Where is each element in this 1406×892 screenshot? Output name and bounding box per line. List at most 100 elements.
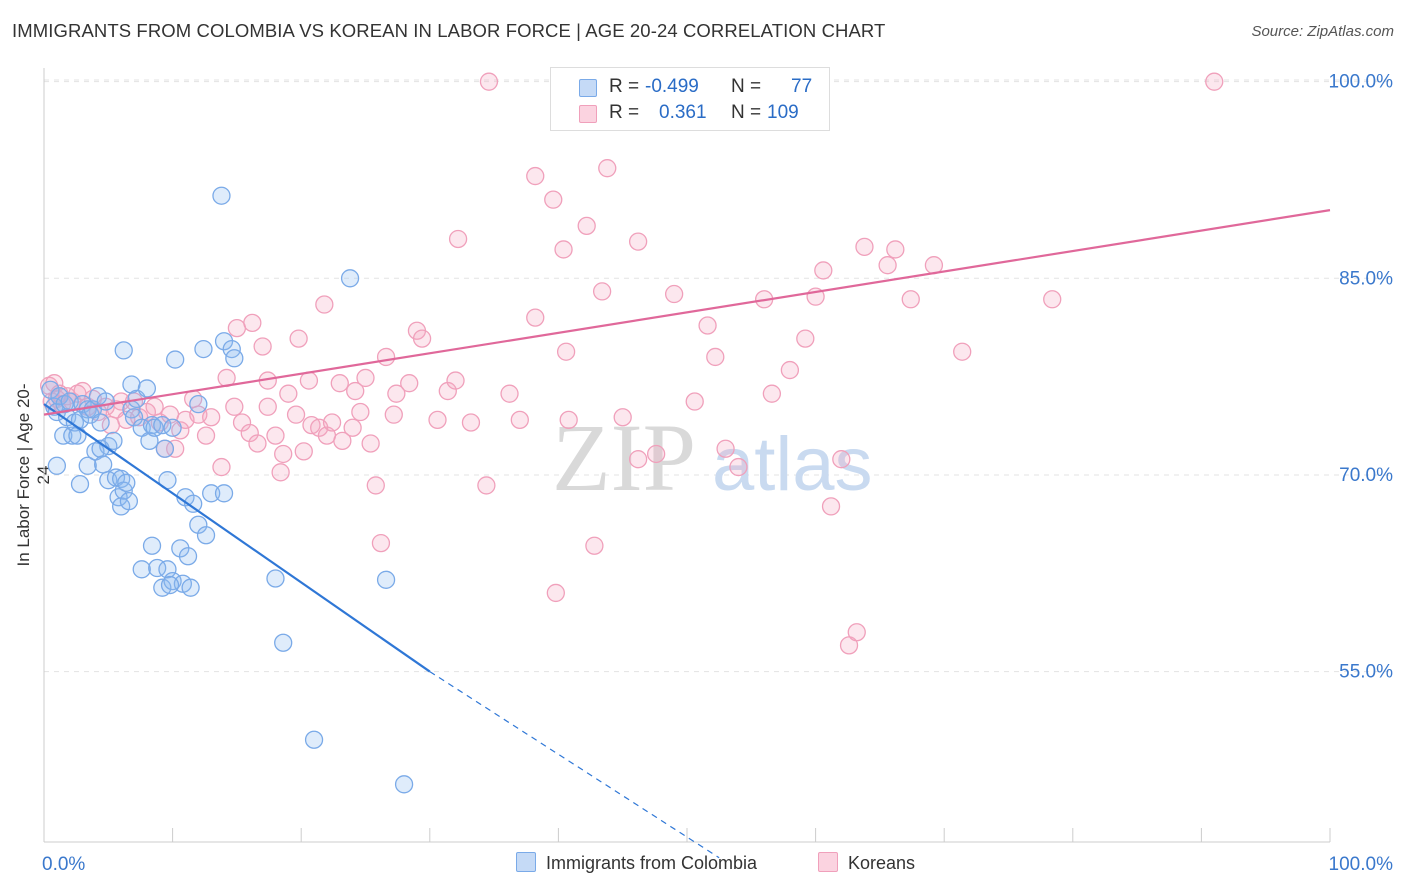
watermark-atlas: atlas	[712, 422, 873, 507]
point-korean	[243, 313, 262, 333]
correlation-legend: R = -0.499 N = 77 R = 0.361 N = 109	[550, 67, 830, 131]
point-colombia	[214, 484, 234, 503]
point-korean	[343, 418, 362, 437]
point-korean	[448, 229, 468, 249]
data-points	[39, 72, 1224, 794]
trend-line-koreans	[43, 209, 1331, 416]
point-korean	[266, 426, 285, 445]
point-korean	[248, 434, 267, 453]
point-korean	[685, 392, 704, 411]
bottom-legend-label: Koreans	[848, 853, 916, 873]
point-korean	[814, 261, 833, 280]
point-korean	[847, 623, 866, 642]
trend-line-colombia-extension	[429, 671, 720, 859]
point-colombia	[166, 350, 185, 369]
point-korean	[351, 402, 370, 422]
point-korean	[901, 290, 920, 309]
point-korean	[371, 533, 391, 553]
point-korean	[346, 381, 365, 401]
chart-title: IMMIGRANTS FROM COLOMBIA VS KOREAN IN LA…	[12, 20, 886, 41]
point-korean	[253, 337, 272, 356]
point-korean	[286, 405, 306, 424]
legend-n-value: 109	[767, 102, 799, 123]
y-tick-label: 100.0%	[1329, 72, 1394, 93]
point-korean	[556, 342, 576, 361]
point-korean	[384, 405, 403, 424]
point-korean	[780, 360, 800, 380]
point-korean	[330, 374, 349, 393]
point-colombia	[132, 560, 151, 579]
point-korean	[322, 413, 342, 432]
y-tick-label: 85.0%	[1339, 268, 1393, 289]
point-korean	[361, 434, 380, 453]
trend-line-colombia	[43, 403, 431, 673]
y-tick-label: 55.0%	[1339, 662, 1393, 683]
point-korean	[526, 166, 545, 186]
point-korean	[664, 284, 684, 304]
point-korean	[289, 329, 308, 348]
point-colombia	[41, 380, 60, 399]
point-colombia	[189, 395, 208, 414]
point-colombia	[158, 560, 177, 579]
legend-n-label: N =	[731, 76, 762, 97]
point-colombia	[119, 492, 139, 511]
point-korean	[196, 426, 216, 445]
point-korean	[559, 410, 578, 430]
point-korean	[546, 583, 565, 603]
point-korean	[227, 318, 247, 338]
point-korean	[274, 444, 293, 464]
point-korean	[613, 408, 632, 427]
point-korean	[145, 397, 164, 416]
point-korean	[202, 408, 221, 427]
bottom-legend-label: Immigrants from Colombia	[546, 853, 758, 873]
point-korean	[428, 410, 447, 430]
watermark-zip: ZIP	[552, 404, 696, 511]
point-colombia	[68, 426, 87, 445]
point-colombia	[142, 415, 162, 435]
point-korean	[166, 439, 185, 458]
point-korean	[953, 342, 972, 361]
point-korean	[279, 384, 298, 403]
bottom-swatch-colombia	[516, 852, 536, 872]
point-korean	[554, 240, 573, 259]
point-colombia	[114, 341, 133, 360]
watermark: ZIP atlas	[552, 404, 873, 511]
point-colombia	[142, 536, 162, 555]
point-colombia	[394, 775, 414, 794]
point-korean	[333, 431, 352, 451]
legend-swatch-koreans	[579, 105, 597, 123]
point-colombia	[196, 526, 216, 545]
point-korean	[592, 282, 612, 301]
point-korean	[796, 329, 815, 348]
point-colombia	[376, 570, 396, 589]
legend-row-colombia: R = -0.499 N = 77	[551, 76, 829, 102]
point-korean	[315, 295, 334, 314]
legend-row-koreans: R = 0.361 N = 109	[551, 102, 829, 128]
point-korean	[577, 216, 596, 236]
point-korean	[299, 371, 319, 390]
point-colombia	[163, 418, 182, 437]
point-colombia	[91, 413, 110, 432]
point-korean	[855, 237, 874, 256]
point-colombia	[104, 431, 123, 451]
point-korean	[1043, 290, 1062, 309]
x-tick-label: 100.0%	[1329, 854, 1394, 875]
point-korean	[225, 397, 244, 416]
point-colombia	[160, 575, 180, 595]
point-korean	[698, 316, 717, 335]
point-korean	[598, 159, 617, 178]
point-korean	[366, 476, 385, 495]
point-korean	[716, 439, 735, 458]
legend-r-value: 0.361	[659, 102, 707, 123]
point-colombia	[274, 633, 293, 652]
point-korean	[628, 450, 648, 469]
legend-n-label: N =	[731, 102, 762, 123]
point-colombia	[137, 379, 157, 398]
source-label: Source: ZipAtlas.com	[1251, 23, 1394, 40]
point-korean	[821, 497, 841, 516]
point-korean	[832, 450, 851, 469]
trend-lines	[43, 209, 1331, 859]
tick-labels: 55.0% 70.0% 85.0% 100.0% 0.0% 100.0%	[42, 72, 1393, 875]
point-korean	[477, 476, 496, 495]
